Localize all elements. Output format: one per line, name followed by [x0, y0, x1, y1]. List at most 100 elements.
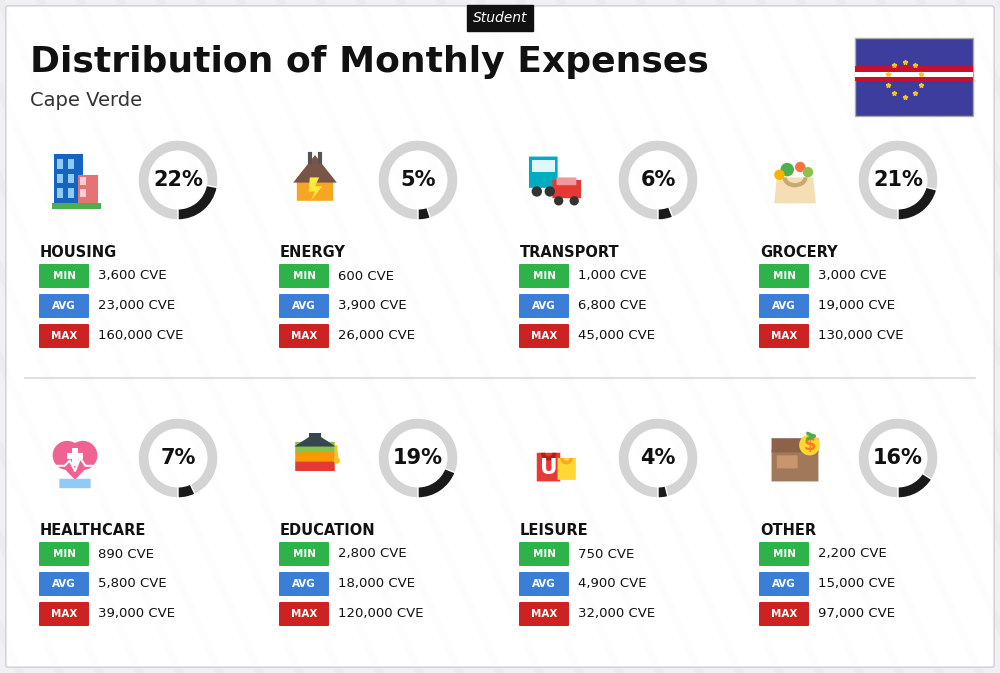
Bar: [855, 66, 973, 81]
Polygon shape: [53, 457, 97, 480]
Circle shape: [532, 186, 542, 197]
Bar: [68, 160, 74, 168]
Text: 97,000 CVE: 97,000 CVE: [818, 608, 895, 621]
Text: EDUCATION: EDUCATION: [280, 523, 376, 538]
Wedge shape: [178, 484, 195, 498]
FancyBboxPatch shape: [279, 602, 329, 626]
Text: 23,000 CVE: 23,000 CVE: [98, 299, 175, 312]
Circle shape: [545, 186, 555, 197]
Wedge shape: [898, 473, 932, 498]
FancyBboxPatch shape: [6, 6, 994, 667]
FancyBboxPatch shape: [519, 324, 569, 348]
Text: 45,000 CVE: 45,000 CVE: [578, 330, 655, 343]
Bar: [855, 38, 973, 116]
Text: 19,000 CVE: 19,000 CVE: [818, 299, 895, 312]
Text: AVG: AVG: [52, 579, 76, 589]
Polygon shape: [309, 178, 322, 201]
Text: U: U: [540, 458, 558, 479]
FancyBboxPatch shape: [39, 294, 89, 318]
Text: 5%: 5%: [400, 170, 436, 190]
Text: MAX: MAX: [771, 609, 797, 619]
Wedge shape: [858, 418, 938, 498]
Bar: [57, 188, 63, 198]
FancyBboxPatch shape: [759, 294, 809, 318]
FancyBboxPatch shape: [39, 602, 89, 626]
Text: 750 CVE: 750 CVE: [578, 548, 634, 561]
Text: AVG: AVG: [772, 301, 796, 311]
Text: Student: Student: [473, 11, 527, 25]
Circle shape: [53, 441, 82, 470]
Text: 3,000 CVE: 3,000 CVE: [818, 269, 887, 283]
Text: 39,000 CVE: 39,000 CVE: [98, 608, 175, 621]
Circle shape: [334, 458, 340, 464]
Bar: [68, 188, 74, 198]
Text: MAX: MAX: [771, 331, 797, 341]
Text: Distribution of Monthly Expenses: Distribution of Monthly Expenses: [30, 45, 709, 79]
FancyBboxPatch shape: [519, 572, 569, 596]
Wedge shape: [858, 140, 938, 220]
Text: $: $: [803, 436, 816, 454]
Text: 18,000 CVE: 18,000 CVE: [338, 577, 415, 590]
Bar: [532, 160, 555, 172]
Text: 130,000 CVE: 130,000 CVE: [818, 330, 904, 343]
Text: 16%: 16%: [873, 448, 923, 468]
FancyBboxPatch shape: [772, 450, 818, 481]
Text: 5,800 CVE: 5,800 CVE: [98, 577, 167, 590]
Circle shape: [799, 435, 820, 456]
FancyBboxPatch shape: [39, 264, 89, 288]
Bar: [57, 174, 63, 183]
FancyBboxPatch shape: [39, 542, 89, 566]
Text: 2,200 CVE: 2,200 CVE: [818, 548, 887, 561]
Text: MIN: MIN: [532, 271, 556, 281]
Bar: [78, 175, 98, 206]
Text: MAX: MAX: [291, 609, 317, 619]
FancyBboxPatch shape: [759, 324, 809, 348]
Text: MAX: MAX: [291, 331, 317, 341]
FancyBboxPatch shape: [777, 456, 798, 468]
FancyBboxPatch shape: [6, 6, 994, 667]
Circle shape: [803, 167, 813, 178]
Text: AVG: AVG: [52, 301, 76, 311]
Text: MIN: MIN: [52, 549, 76, 559]
Polygon shape: [294, 433, 336, 447]
FancyBboxPatch shape: [279, 294, 329, 318]
FancyBboxPatch shape: [558, 458, 576, 480]
Text: 1,000 CVE: 1,000 CVE: [578, 269, 647, 283]
FancyBboxPatch shape: [759, 264, 809, 288]
Text: 890 CVE: 890 CVE: [98, 548, 154, 561]
Text: 19%: 19%: [393, 448, 443, 468]
Text: HEALTHCARE: HEALTHCARE: [40, 523, 146, 538]
FancyBboxPatch shape: [759, 602, 809, 626]
Circle shape: [795, 162, 805, 172]
Text: MIN: MIN: [292, 271, 316, 281]
Bar: [80, 189, 86, 197]
Text: 32,000 CVE: 32,000 CVE: [578, 608, 655, 621]
Text: LEISURE: LEISURE: [520, 523, 589, 538]
Wedge shape: [618, 140, 698, 220]
FancyBboxPatch shape: [519, 542, 569, 566]
FancyBboxPatch shape: [759, 572, 809, 596]
Wedge shape: [418, 468, 455, 498]
Bar: [54, 154, 83, 206]
Text: 7%: 7%: [160, 448, 196, 468]
Text: 4%: 4%: [640, 448, 676, 468]
Text: 4,900 CVE: 4,900 CVE: [578, 577, 646, 590]
FancyBboxPatch shape: [39, 572, 89, 596]
FancyBboxPatch shape: [537, 453, 560, 481]
Text: AVG: AVG: [292, 301, 316, 311]
FancyBboxPatch shape: [39, 324, 89, 348]
Wedge shape: [618, 418, 698, 498]
Bar: [855, 71, 973, 79]
FancyBboxPatch shape: [295, 460, 335, 471]
FancyBboxPatch shape: [772, 438, 818, 452]
Text: 26,000 CVE: 26,000 CVE: [338, 330, 415, 343]
Text: ENERGY: ENERGY: [280, 245, 346, 260]
Text: TRANSPORT: TRANSPORT: [520, 245, 620, 260]
Wedge shape: [658, 486, 668, 498]
FancyBboxPatch shape: [279, 542, 329, 566]
Text: 3,600 CVE: 3,600 CVE: [98, 269, 167, 283]
Text: Cape Verde: Cape Verde: [30, 90, 142, 110]
Bar: [855, 72, 973, 77]
Text: MIN: MIN: [772, 549, 796, 559]
Text: 2,800 CVE: 2,800 CVE: [338, 548, 407, 561]
